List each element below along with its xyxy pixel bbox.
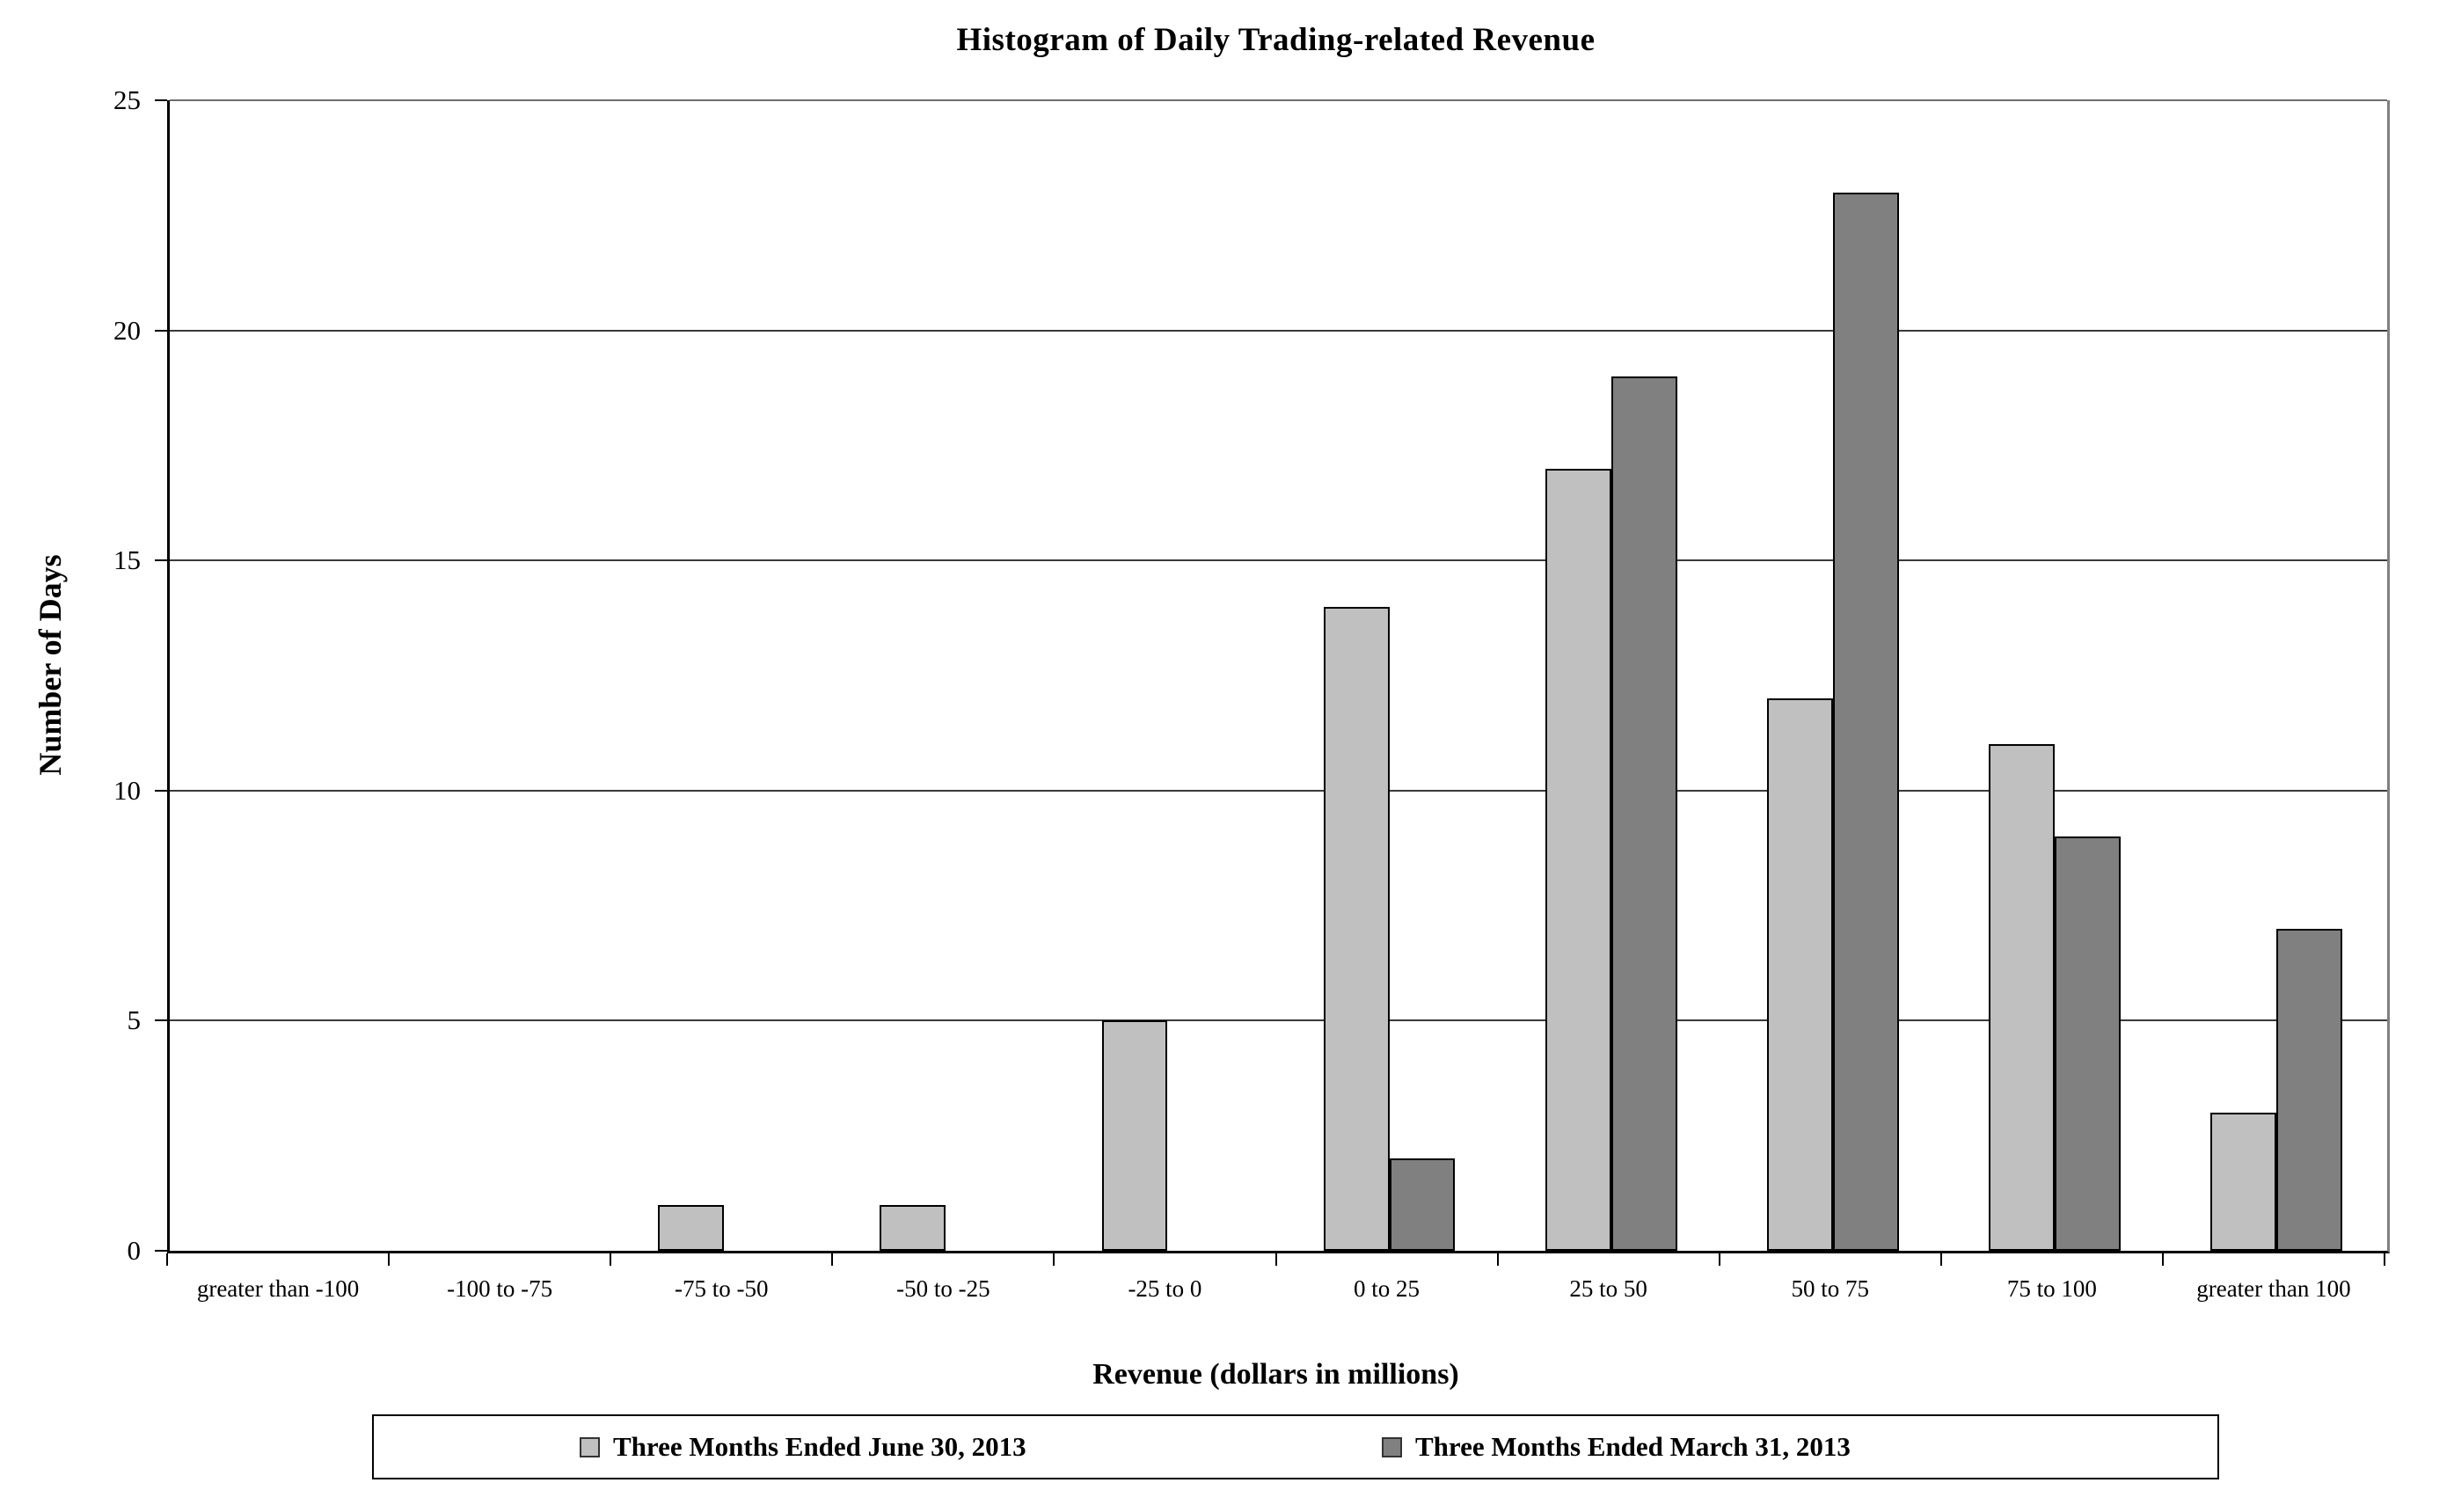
bar-series-0 [1323, 606, 1390, 1251]
bar-group [1501, 100, 1722, 1251]
bar-group [835, 100, 1056, 1251]
legend-entry: Three Months Ended March 31, 2013 [1382, 1431, 1851, 1463]
x-axis-tick [831, 1253, 834, 1266]
gridline-25 [170, 99, 2387, 101]
bar-group [1722, 100, 1944, 1251]
legend-entry: Three Months Ended June 30, 2013 [580, 1431, 1026, 1463]
bar-series-1 [1389, 1158, 1456, 1251]
category-label: -100 to -75 [447, 1275, 553, 1302]
category-label: 25 to 50 [1569, 1275, 1647, 1302]
y-axis-tick [155, 329, 167, 332]
x-axis-tick [1496, 1253, 1499, 1266]
gridline-5 [170, 1019, 2387, 1022]
bar-series-0 [880, 1204, 946, 1251]
bar-group [2166, 100, 2387, 1251]
y-tick-label: 15 [113, 544, 141, 576]
y-tick-label: 5 [127, 1004, 142, 1036]
bar-series-1 [1610, 376, 1677, 1251]
bar-group [391, 100, 613, 1251]
x-axis-tick [1053, 1253, 1055, 1266]
bar-series-1 [1832, 192, 1899, 1251]
bar-series-1 [2275, 928, 2342, 1251]
y-axis-tick [155, 789, 167, 792]
y-tick-label: 20 [113, 314, 141, 346]
y-axis-tick [155, 559, 167, 562]
legend-marker-series-0 [580, 1436, 600, 1457]
bar-series-0 [2210, 1113, 2276, 1251]
x-axis-tick [2161, 1253, 2164, 1266]
y-axis-tick [155, 1019, 167, 1022]
chart-title: Histogram of Daily Trading-related Reven… [956, 22, 1596, 58]
y-axis-tick [155, 1250, 167, 1252]
bar-group [613, 100, 835, 1251]
x-axis-tick [610, 1253, 612, 1266]
category-label: -75 to -50 [675, 1275, 769, 1302]
bar-series-1 [2054, 836, 2121, 1251]
category-label: greater than 100 [2196, 1275, 2351, 1302]
category-label: 75 to 100 [2006, 1275, 2097, 1302]
category-label: -25 to 0 [1128, 1275, 1202, 1302]
bar-series-0 [658, 1204, 725, 1251]
plot-area [167, 99, 2390, 1253]
legend-marker-series-1 [1382, 1436, 1402, 1457]
category-label: 50 to 75 [1791, 1275, 1869, 1302]
bar-series-0 [1766, 698, 1833, 1251]
category-label: 0 to 25 [1354, 1275, 1421, 1302]
gridline-15 [170, 559, 2387, 562]
y-axis-tick [155, 99, 167, 101]
bar-series-0 [1545, 468, 1611, 1251]
category-label: greater than -100 [196, 1275, 360, 1302]
legend: Three Months Ended June 30, 2013 Three Mo… [372, 1414, 2219, 1479]
x-axis-tick [166, 1253, 168, 1266]
x-axis-tick [1718, 1253, 1720, 1266]
legend-label: Three Months Ended June 30, 2013 [613, 1431, 1026, 1462]
category-label: -50 to -25 [896, 1275, 990, 1302]
gridline-20 [170, 329, 2387, 332]
gridline-10 [170, 789, 2387, 792]
x-axis-title: Revenue (dollars in millions) [1092, 1358, 1459, 1391]
x-axis-tick [1274, 1253, 1277, 1266]
bar-series-0 [1988, 744, 2055, 1251]
y-tick-label: 10 [113, 774, 141, 806]
x-axis-tick [1939, 1253, 1942, 1266]
bar-group [1944, 100, 2166, 1251]
legend-label: Three Months Ended March 31, 2013 [1415, 1431, 1851, 1462]
y-tick-label: 25 [113, 84, 141, 115]
x-axis-tick [2384, 1253, 2385, 1266]
y-axis-title: Number of Days [33, 554, 68, 776]
y-tick-label: 0 [127, 1235, 142, 1266]
bar-group [170, 100, 391, 1251]
bar-series-0 [1101, 1020, 1168, 1251]
bar-group [1056, 100, 1278, 1251]
x-axis-tick [388, 1253, 391, 1266]
bar-group [1279, 100, 1501, 1251]
